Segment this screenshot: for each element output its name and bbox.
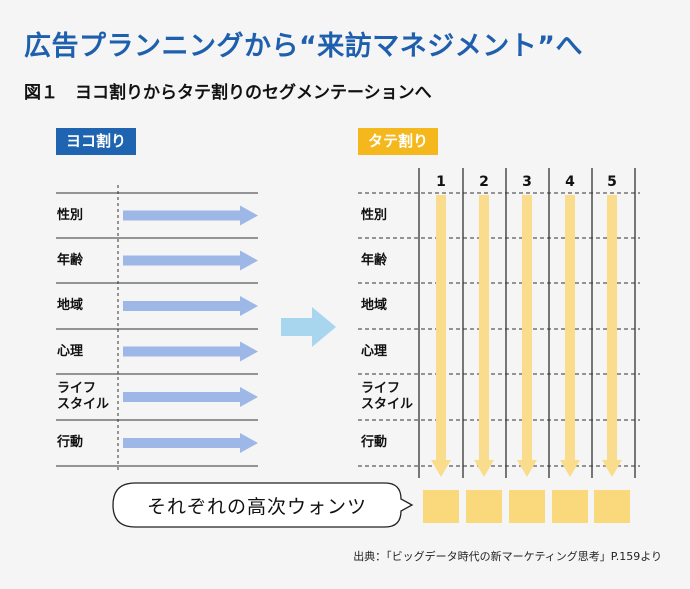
row-label-line1: 行動 bbox=[57, 435, 84, 450]
horizontal-arrow bbox=[123, 205, 258, 226]
vertical-arrow bbox=[560, 195, 580, 477]
row-label: 地域 bbox=[57, 298, 83, 314]
vertical-arrow bbox=[431, 195, 451, 477]
wants-box bbox=[594, 490, 630, 523]
row-label: 行動 bbox=[57, 435, 83, 451]
wants-box bbox=[552, 490, 588, 523]
row-label-line1: 心理 bbox=[57, 343, 84, 359]
row-label-line1: 年齢 bbox=[57, 252, 84, 268]
source-citation: 出典：「ビッグデータ時代の新マーケティング思考」P.159より bbox=[353, 550, 662, 563]
vertical-arrow bbox=[602, 195, 622, 477]
wants-box bbox=[509, 490, 545, 523]
row-label-line1: 性別 bbox=[361, 207, 388, 223]
page-title: 広告プランニングから“来訪マネジメント”へ bbox=[24, 31, 583, 62]
horizontal-segmentation-badge: ヨコ割り bbox=[56, 128, 137, 155]
row-label-line1: 性別 bbox=[57, 207, 84, 223]
column-number: 5 bbox=[607, 174, 617, 190]
wants-box bbox=[466, 490, 502, 523]
row-label-line1: 年齢 bbox=[361, 252, 388, 268]
row-label: 心理 bbox=[361, 344, 387, 360]
row-label: 行動 bbox=[361, 435, 387, 451]
higher-wants-caption: それぞれの高次ウォンツ bbox=[146, 495, 367, 518]
row-label: 年齢 bbox=[57, 253, 83, 269]
vertical-arrow bbox=[474, 195, 494, 477]
row-label-line1: 地域 bbox=[57, 298, 84, 313]
row-label: 性別 bbox=[361, 208, 387, 224]
row-label-line1: ライフ bbox=[361, 381, 401, 396]
column-number: 2 bbox=[479, 174, 489, 190]
row-label-line1: ライフ bbox=[57, 381, 97, 396]
row-label-line1: 心理 bbox=[361, 343, 388, 359]
vertical-arrow bbox=[517, 195, 537, 477]
horizontal-arrow bbox=[123, 296, 258, 316]
wants-box bbox=[423, 490, 459, 523]
column-number: 3 bbox=[522, 174, 532, 190]
column-number: 4 bbox=[565, 174, 575, 190]
horizontal-arrow bbox=[123, 341, 258, 362]
caption-bubble bbox=[112, 482, 414, 528]
row-label: ライフ スタイル bbox=[57, 381, 109, 413]
vertical-segmentation-badge: タテ割り bbox=[358, 128, 439, 155]
transition-arrow bbox=[281, 307, 336, 347]
horizontal-arrow bbox=[123, 250, 258, 271]
row-label-line1: 地域 bbox=[361, 298, 388, 313]
row-label: 心理 bbox=[57, 344, 83, 360]
row-label-line2: スタイル bbox=[57, 397, 110, 412]
row-label: 性別 bbox=[57, 208, 83, 224]
figure-subtitle: 図１ ヨコ割りからタテ割りのセグメンテーションへ bbox=[24, 83, 432, 103]
row-label-line2: スタイル bbox=[361, 397, 414, 412]
row-label: 年齢 bbox=[361, 253, 387, 269]
column-number: 1 bbox=[436, 174, 446, 190]
horizontal-arrow bbox=[123, 433, 258, 453]
row-label: 地域 bbox=[361, 298, 387, 314]
horizontal-arrow bbox=[123, 387, 258, 407]
row-label: ライフ スタイル bbox=[361, 381, 413, 413]
row-label-line1: 行動 bbox=[361, 435, 388, 450]
